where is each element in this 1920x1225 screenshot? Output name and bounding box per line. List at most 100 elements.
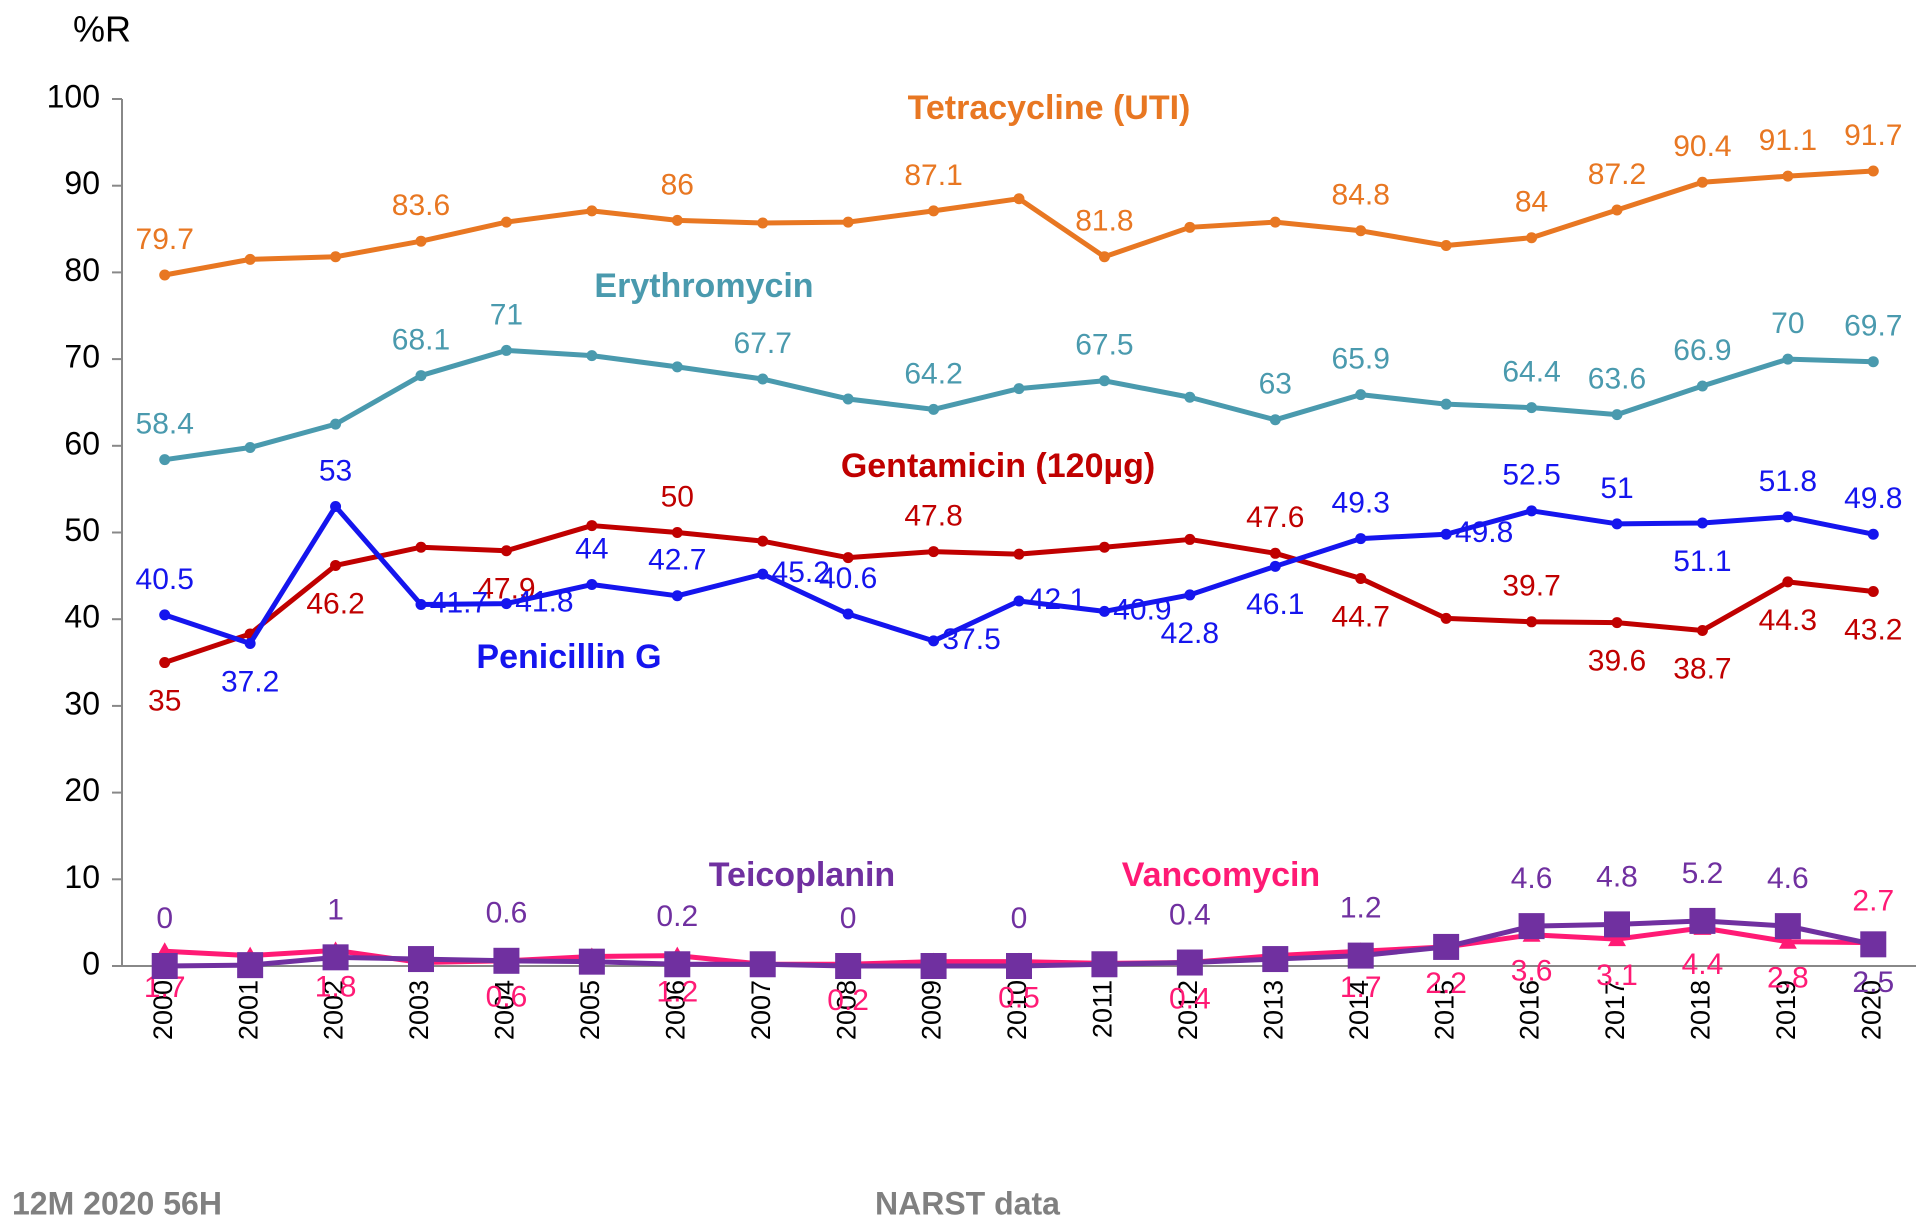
marker	[1608, 930, 1626, 947]
marker	[1176, 949, 1203, 976]
series-name: Teicoplanin	[709, 856, 895, 894]
data-label: 44	[575, 532, 608, 565]
marker	[842, 552, 854, 564]
marker	[1867, 165, 1879, 177]
x-tick-label: 2005	[575, 980, 605, 1040]
x-tick-label: 2015	[1429, 980, 1459, 1040]
y-tick-label: 90	[64, 165, 100, 201]
x-tick-label: 2000	[148, 980, 178, 1040]
series-name: Gentamicin (120µg)	[841, 447, 1155, 485]
data-label: 2.5	[1852, 966, 1894, 999]
data-label: 5.2	[1682, 857, 1724, 890]
data-label: 43.2	[1844, 613, 1902, 646]
data-label: 68.1	[392, 323, 450, 356]
data-label: 51.1	[1673, 545, 1731, 578]
marker	[1867, 356, 1879, 368]
marker	[1774, 913, 1801, 940]
marker	[330, 559, 342, 571]
data-label: 67.7	[734, 327, 792, 360]
y-tick-label: 30	[64, 685, 100, 721]
x-tick-label: 2014	[1344, 980, 1374, 1040]
marker	[1611, 617, 1623, 629]
marker	[1526, 616, 1538, 628]
marker	[1269, 560, 1281, 572]
marker	[671, 214, 683, 226]
marker	[244, 253, 256, 265]
x-tick-label: 2007	[746, 980, 776, 1040]
data-label: 0	[156, 902, 173, 935]
marker	[671, 527, 683, 538]
data-label: 51	[1600, 472, 1633, 505]
marker	[1098, 375, 1110, 387]
data-label: 1.7	[1340, 971, 1382, 1004]
marker	[928, 635, 940, 647]
x-tick-label: 2018	[1686, 980, 1716, 1040]
data-label: 79.7	[136, 223, 194, 256]
data-label: 0.4	[1169, 982, 1211, 1015]
data-label: 81.8	[1075, 205, 1133, 238]
data-label: 45.2	[772, 556, 830, 589]
marker	[757, 535, 769, 547]
data-label: 70	[1771, 307, 1804, 340]
x-tick-label: 2001	[233, 980, 263, 1040]
data-label: 4.4	[1682, 948, 1724, 981]
marker	[159, 657, 171, 669]
data-label: 46.1	[1246, 588, 1304, 621]
marker	[1440, 528, 1452, 540]
marker	[757, 217, 769, 229]
x-tick-label: 2010	[1002, 980, 1032, 1040]
marker	[664, 951, 691, 978]
data-label: 41.8	[515, 586, 573, 619]
marker	[1696, 176, 1708, 188]
marker	[1355, 533, 1367, 545]
data-label: 67.5	[1075, 329, 1133, 362]
x-tick-label: 2004	[490, 980, 520, 1040]
y-tick-label: 50	[64, 512, 100, 548]
series-name: Vancomycin	[1122, 856, 1320, 894]
data-label: 47.8	[904, 499, 962, 532]
series-name: Penicillin G	[476, 638, 661, 676]
data-label: 64.2	[904, 357, 962, 390]
marker	[1098, 251, 1110, 263]
data-label: 37.2	[221, 665, 279, 698]
marker	[586, 205, 598, 217]
marker	[159, 454, 171, 466]
marker	[500, 344, 512, 356]
data-label: 39.7	[1502, 570, 1560, 603]
x-tick-label: 2011	[1088, 980, 1118, 1038]
data-label: 1.2	[1340, 892, 1382, 925]
marker	[1013, 548, 1025, 560]
data-label: 40.9	[1113, 593, 1171, 626]
marker	[415, 541, 427, 553]
marker	[330, 418, 342, 430]
marker	[1269, 547, 1281, 559]
marker	[1782, 170, 1794, 182]
data-label: 49.3	[1332, 486, 1390, 519]
marker	[1440, 398, 1452, 410]
marker	[749, 951, 776, 978]
marker	[757, 568, 769, 580]
data-label: 3.1	[1596, 959, 1638, 992]
y-tick-label: 0	[82, 945, 100, 981]
data-label: 4.8	[1596, 860, 1638, 893]
marker	[586, 350, 598, 362]
series-name: Tetracycline (UTI)	[908, 89, 1191, 127]
data-label: 50	[661, 480, 694, 513]
marker	[586, 520, 598, 532]
marker	[1526, 232, 1538, 244]
data-label: 1.2	[656, 976, 698, 1009]
marker	[1611, 409, 1623, 421]
data-label: 71	[490, 298, 523, 331]
marker	[1518, 913, 1545, 940]
marker	[500, 598, 512, 610]
marker	[1184, 533, 1196, 545]
data-label: 44.7	[1332, 600, 1390, 633]
data-label: 84	[1515, 186, 1548, 219]
marker	[1860, 931, 1887, 958]
data-label: 4.6	[1767, 862, 1809, 895]
marker	[928, 205, 940, 217]
data-label: 90.4	[1673, 130, 1731, 163]
marker	[1782, 511, 1794, 523]
marker	[244, 637, 256, 649]
